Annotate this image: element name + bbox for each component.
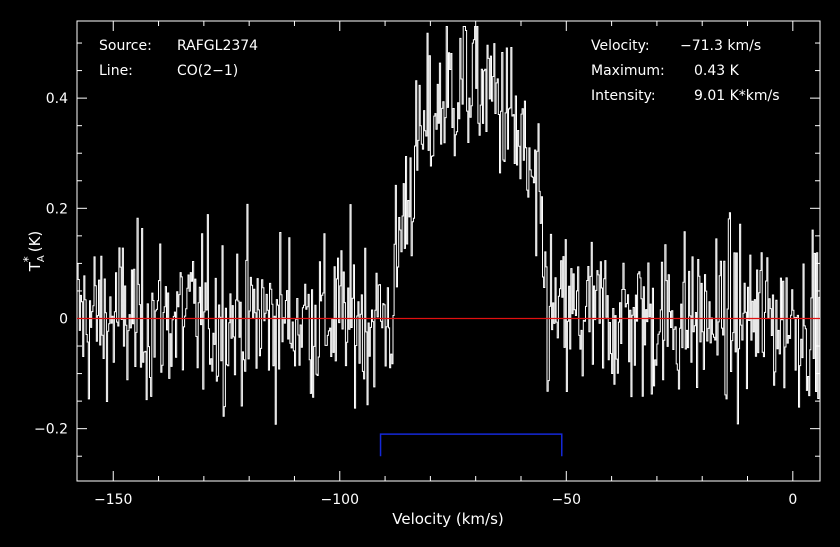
velocity-value: −71.3 km/s xyxy=(680,38,761,54)
source-key: Source: xyxy=(99,38,152,54)
overlay-layer xyxy=(77,317,820,457)
x-tick-label: −100 xyxy=(321,492,359,508)
y-tick-label: 0.4 xyxy=(46,91,68,107)
intensity-value: 9.01 K*km/s xyxy=(694,88,780,104)
svg-text:TA*(K): TA* (K) xyxy=(21,231,47,273)
y-axis-label-main: T xyxy=(26,261,44,272)
x-axis-label: Velocity (km/s) xyxy=(392,510,503,528)
y-axis-label: TA* (K) xyxy=(21,231,47,273)
spectrum-line xyxy=(77,26,821,425)
spectrum-layer xyxy=(77,26,821,425)
maximum-key: Maximum: xyxy=(591,63,665,79)
intensity-key: Intensity: xyxy=(591,88,656,104)
velocity-key: Velocity: xyxy=(591,38,650,54)
source-value: RAFGL2374 xyxy=(177,38,258,54)
y-tick-label: 0 xyxy=(59,311,68,327)
line-value: CO(2−1) xyxy=(177,63,238,79)
x-tick-label: 0 xyxy=(788,492,797,508)
x-tick-label: −50 xyxy=(552,492,582,508)
maximum-value: 0.43 K xyxy=(694,63,740,79)
ticks-layer: −150 −100 −50 0 −0.2 0 0.2 0.4 xyxy=(34,21,820,508)
y-axis-label-sup: * xyxy=(21,256,35,262)
y-tick-label: 0.2 xyxy=(46,201,68,217)
x-tick-label: −150 xyxy=(94,492,132,508)
integration-window-bracket xyxy=(379,433,563,457)
y-tick-label: −0.2 xyxy=(34,422,68,438)
y-axis-label-sub: A xyxy=(36,255,47,262)
line-key: Line: xyxy=(99,63,133,79)
y-axis-label-unit: (K) xyxy=(26,231,44,253)
